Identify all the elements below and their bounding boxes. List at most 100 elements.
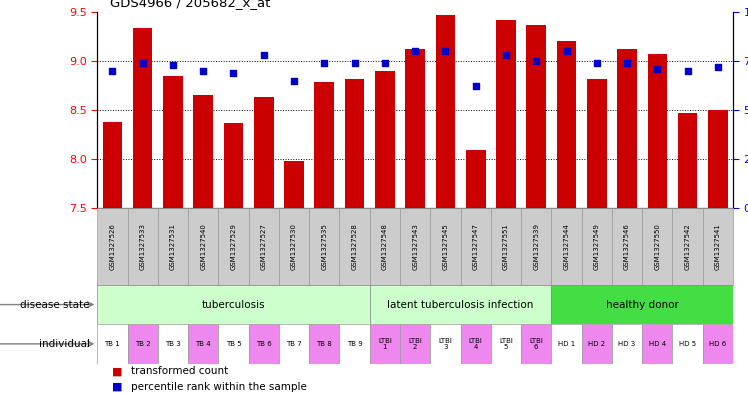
Point [227, 70, 239, 76]
Bar [97, 324, 127, 364]
Bar [102, 122, 122, 208]
Point [409, 48, 421, 54]
Bar [340, 208, 370, 285]
Bar [370, 324, 400, 364]
Bar [491, 324, 521, 364]
Bar [612, 324, 643, 364]
Text: LTBI
1: LTBI 1 [378, 338, 392, 350]
Bar [188, 324, 218, 364]
Text: ■: ■ [112, 382, 123, 392]
Text: GSM1327526: GSM1327526 [109, 223, 115, 270]
Text: GSM1327546: GSM1327546 [624, 223, 630, 270]
Text: GSM1327535: GSM1327535 [322, 223, 328, 270]
Bar [672, 324, 703, 364]
Bar [466, 150, 485, 208]
Bar [248, 324, 279, 364]
Text: GDS4966 / 205682_x_at: GDS4966 / 205682_x_at [110, 0, 270, 9]
Text: LTBI
2: LTBI 2 [408, 338, 422, 350]
Point [560, 48, 572, 54]
Bar [158, 324, 188, 364]
Text: LTBI
3: LTBI 3 [438, 338, 453, 350]
Text: latent tuberculosis infection: latent tuberculosis infection [387, 299, 534, 310]
Text: GSM1327527: GSM1327527 [261, 223, 267, 270]
Bar [309, 208, 340, 285]
Point [439, 48, 451, 54]
Text: TB 5: TB 5 [226, 341, 242, 347]
Text: tuberculosis: tuberculosis [202, 299, 266, 310]
Point [591, 60, 603, 66]
Text: LTBI
6: LTBI 6 [530, 338, 543, 350]
Text: GSM1327540: GSM1327540 [200, 223, 206, 270]
Bar [587, 79, 607, 208]
Text: HD 6: HD 6 [709, 341, 726, 347]
Text: HD 5: HD 5 [679, 341, 696, 347]
Bar [97, 285, 370, 324]
Bar [400, 324, 430, 364]
Text: TB 9: TB 9 [347, 341, 363, 347]
Text: GSM1327547: GSM1327547 [473, 223, 479, 270]
Text: disease state: disease state [20, 299, 90, 310]
Bar [461, 324, 491, 364]
Point [712, 64, 724, 70]
Bar [158, 208, 188, 285]
Text: GSM1327541: GSM1327541 [715, 223, 721, 270]
Text: TB 3: TB 3 [165, 341, 181, 347]
Bar [551, 285, 733, 324]
Bar [309, 324, 340, 364]
Bar [612, 208, 643, 285]
Point [500, 52, 512, 58]
Text: GSM1327539: GSM1327539 [533, 223, 539, 270]
Bar [551, 208, 582, 285]
Text: HD 4: HD 4 [649, 341, 666, 347]
Bar [582, 208, 612, 285]
Point [652, 66, 663, 72]
Bar [703, 324, 733, 364]
Text: LTBI
4: LTBI 4 [469, 338, 482, 350]
Point [379, 60, 391, 66]
Bar [127, 208, 158, 285]
Bar [127, 324, 158, 364]
Text: HD 2: HD 2 [588, 341, 605, 347]
Bar [461, 208, 491, 285]
Bar [375, 71, 395, 208]
Text: GSM1327533: GSM1327533 [140, 223, 146, 270]
Text: HD 1: HD 1 [558, 341, 575, 347]
Text: GSM1327548: GSM1327548 [382, 223, 388, 270]
Bar [643, 324, 672, 364]
Bar [97, 208, 127, 285]
Point [197, 68, 209, 74]
Text: TB 2: TB 2 [135, 341, 150, 347]
Text: GSM1327545: GSM1327545 [442, 223, 448, 270]
Text: GSM1327529: GSM1327529 [230, 223, 236, 270]
Text: TB 8: TB 8 [316, 341, 332, 347]
Text: GSM1327551: GSM1327551 [503, 223, 509, 270]
Text: HD 3: HD 3 [619, 341, 636, 347]
Bar [521, 208, 551, 285]
Bar [557, 41, 577, 208]
Bar [491, 208, 521, 285]
Text: healthy donor: healthy donor [606, 299, 678, 310]
Text: GSM1327531: GSM1327531 [170, 223, 176, 270]
Point [167, 62, 179, 68]
Bar [279, 324, 309, 364]
Point [137, 60, 149, 66]
Text: GSM1327544: GSM1327544 [563, 223, 569, 270]
Point [621, 60, 633, 66]
Bar [708, 110, 728, 208]
Bar [370, 208, 400, 285]
Point [258, 52, 270, 58]
Text: ■: ■ [112, 366, 123, 376]
Bar [678, 113, 697, 208]
Bar [405, 49, 425, 208]
Text: GSM1327528: GSM1327528 [352, 223, 358, 270]
Point [470, 83, 482, 90]
Bar [188, 208, 218, 285]
Bar [527, 24, 546, 208]
Bar [224, 123, 243, 208]
Point [319, 60, 331, 66]
Text: GSM1327549: GSM1327549 [594, 223, 600, 270]
Bar [582, 324, 612, 364]
Text: individual: individual [39, 339, 90, 349]
Bar [314, 82, 334, 208]
Bar [430, 208, 461, 285]
